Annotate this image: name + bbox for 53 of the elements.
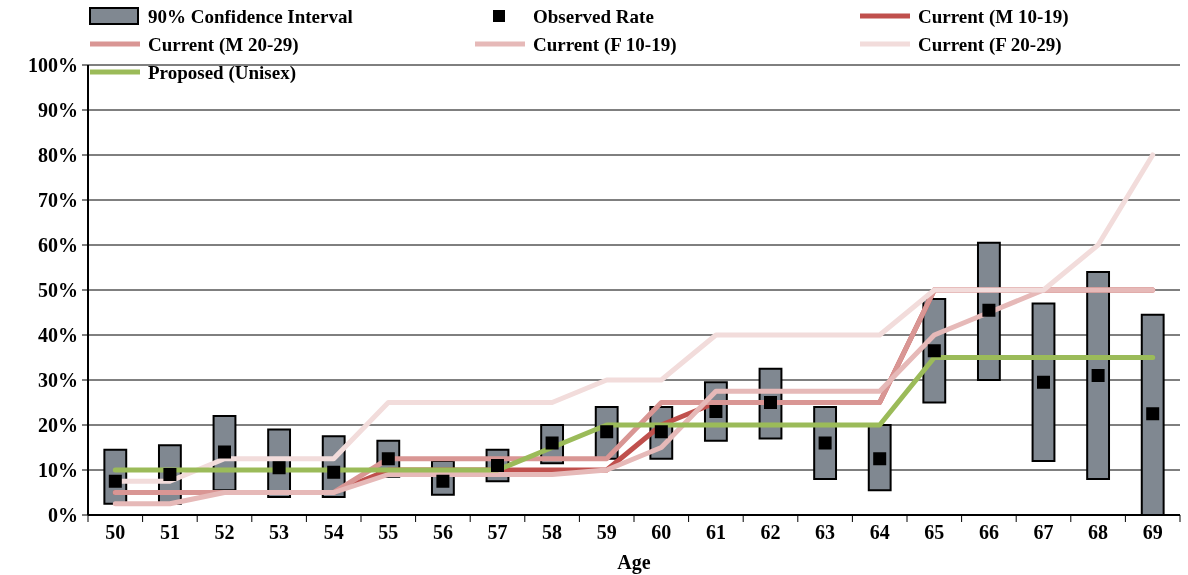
point: [982, 303, 996, 317]
point: [218, 445, 231, 459]
y-tick-label: 0%: [48, 504, 78, 526]
x-axis-title: Age: [617, 551, 651, 574]
x-tick-label: 65: [924, 521, 945, 543]
point: [108, 474, 122, 488]
legend-label: Current (M 20-29): [148, 33, 299, 56]
point: [1037, 375, 1050, 389]
y-tick-label: 70%: [38, 189, 78, 211]
point: [1146, 407, 1160, 421]
point: [163, 468, 177, 481]
legend-label: Current (F 20-29): [918, 33, 1062, 56]
point: [327, 465, 341, 479]
legend-label: Current (F 10-19): [533, 33, 677, 56]
point: [818, 436, 832, 450]
y-tick-label: 20%: [38, 414, 78, 436]
x-tick-label: 56: [432, 521, 453, 543]
legend-label: Current (M 10-19): [918, 5, 1069, 28]
y-tick-label: 90%: [38, 99, 78, 121]
legend-label: Proposed (Unisex): [148, 61, 296, 84]
x-tick-label: 64: [869, 521, 890, 543]
y-tick-label: 50%: [38, 279, 78, 301]
y-tick-label: 30%: [38, 369, 78, 391]
x-tick-label: 63: [815, 521, 836, 543]
y-tick-label: 100%: [28, 54, 78, 76]
x-tick-label: 57: [487, 521, 508, 543]
point: [873, 452, 887, 466]
point: [1091, 369, 1105, 382]
x-tick-label: 55: [378, 521, 399, 543]
x-tick-label: 51: [159, 521, 180, 543]
x-tick-label: 60: [651, 521, 672, 543]
x-tick-label: 58: [542, 521, 563, 543]
point: [927, 344, 941, 358]
x-tick-label: 67: [1033, 521, 1054, 543]
x-tick-label: 54: [323, 521, 344, 543]
legend-label: Observed Rate: [533, 5, 654, 27]
y-tick-label: 80%: [38, 144, 78, 166]
legend-label: 90% Confidence Interval: [148, 5, 353, 27]
y-tick-label: 60%: [38, 234, 78, 256]
point: [272, 461, 286, 475]
point: [764, 396, 777, 409]
y-tick-label: 40%: [38, 324, 78, 346]
x-tick-label: 50: [105, 521, 126, 543]
x-tick-label: 69: [1142, 521, 1163, 543]
x-tick-label: 62: [760, 521, 781, 543]
x-tick-label: 66: [978, 521, 999, 543]
point: [709, 405, 723, 418]
x-tick-label: 68: [1088, 521, 1109, 543]
y-tick-label: 10%: [38, 459, 78, 481]
x-tick-label: 52: [214, 521, 235, 543]
x-tick-label: 61: [705, 521, 726, 543]
x-tick-label: 59: [596, 521, 617, 543]
x-tick-label: 53: [269, 521, 290, 543]
